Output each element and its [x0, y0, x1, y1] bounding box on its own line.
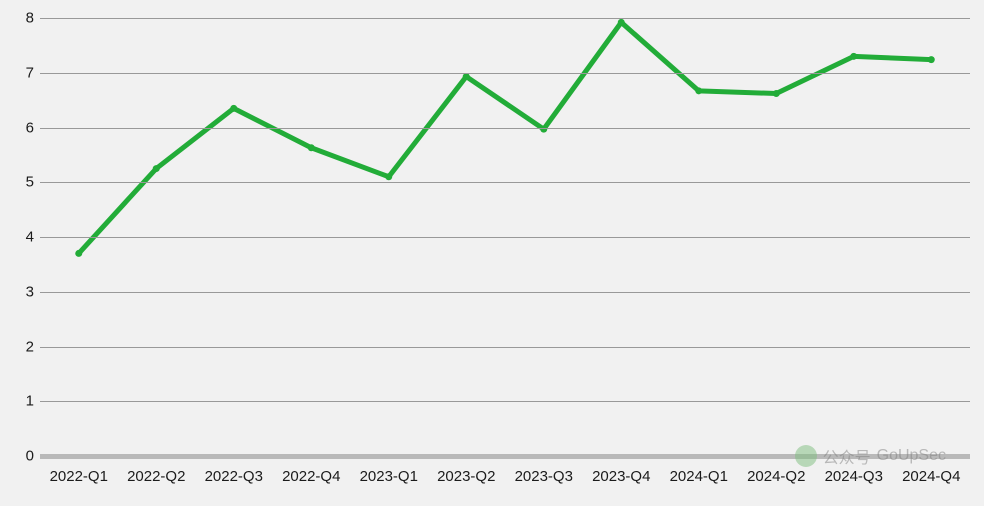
gridline: [40, 18, 970, 19]
data-point: [928, 56, 935, 63]
gridline: [40, 292, 970, 293]
gridline: [40, 347, 970, 348]
x-tick-label: 2023-Q1: [360, 468, 418, 485]
data-point: [308, 144, 315, 151]
y-tick-label: 4: [12, 229, 34, 246]
data-point: [773, 90, 780, 97]
x-axis-baseline: [40, 454, 970, 459]
plot-area: [40, 18, 970, 456]
y-tick-label: 7: [12, 64, 34, 81]
data-point: [75, 250, 82, 257]
data-point: [463, 73, 470, 80]
x-tick-label: 2024-Q4: [902, 468, 960, 485]
gridline: [40, 182, 970, 183]
x-tick-label: 2023-Q2: [437, 468, 495, 485]
y-tick-label: 2: [12, 338, 34, 355]
x-tick-label: 2022-Q2: [127, 468, 185, 485]
data-point: [695, 87, 702, 94]
y-tick-label: 0: [12, 448, 34, 465]
x-tick-label: 2022-Q1: [50, 468, 108, 485]
x-tick-label: 2023-Q4: [592, 468, 650, 485]
gridline: [40, 401, 970, 402]
y-tick-label: 5: [12, 174, 34, 191]
gridline: [40, 237, 970, 238]
data-point: [153, 165, 160, 172]
series-line: [79, 22, 932, 253]
x-tick-label: 2022-Q3: [205, 468, 263, 485]
data-point: [230, 105, 237, 112]
x-tick-label: 2023-Q3: [515, 468, 573, 485]
x-tick-label: 2024-Q1: [670, 468, 728, 485]
y-tick-label: 6: [12, 119, 34, 136]
line-chart: 公众号 GoUpSec 0123456782022-Q12022-Q22022-…: [0, 0, 984, 506]
x-tick-label: 2024-Q3: [825, 468, 883, 485]
y-tick-label: 3: [12, 283, 34, 300]
x-tick-label: 2024-Q2: [747, 468, 805, 485]
gridline: [40, 73, 970, 74]
data-point: [850, 53, 857, 60]
y-tick-label: 1: [12, 393, 34, 410]
data-point: [385, 173, 392, 180]
y-tick-label: 8: [12, 10, 34, 27]
gridline: [40, 128, 970, 129]
data-point: [618, 19, 625, 26]
x-tick-label: 2022-Q4: [282, 468, 340, 485]
